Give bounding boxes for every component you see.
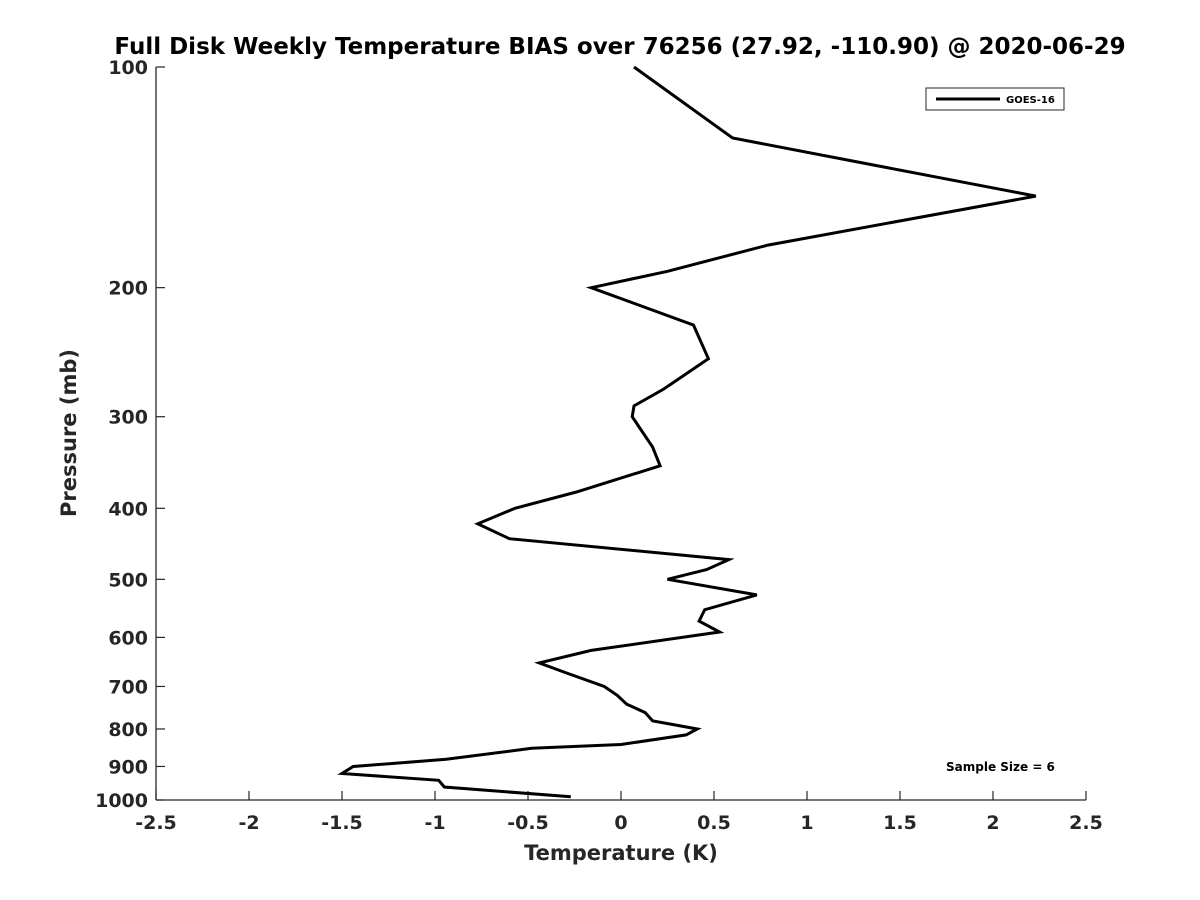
x-ticks: -2.5 -2 -1.5 -1 -0.5 0 0.5 1 1.5 2 2.5 bbox=[135, 791, 1103, 834]
y-tick-label: 400 bbox=[108, 498, 148, 520]
y-axis-title: Pressure (mb) bbox=[57, 349, 81, 517]
x-tick-label: -1.5 bbox=[321, 812, 363, 834]
y-tick-label: 100 bbox=[108, 57, 148, 79]
y-tick-label: 900 bbox=[108, 756, 148, 778]
x-tick-label: 0 bbox=[614, 812, 627, 834]
x-tick-label: -2.5 bbox=[135, 812, 177, 834]
y-ticks: 100 200 300 400 500 600 700 800 900 1000 bbox=[95, 57, 165, 812]
x-axis-title: Temperature (K) bbox=[524, 841, 718, 865]
chart-title: Full Disk Weekly Temperature BIAS over 7… bbox=[114, 34, 1125, 60]
y-tick-label: 800 bbox=[108, 719, 148, 741]
x-tick-label: -0.5 bbox=[507, 812, 549, 834]
series-group bbox=[337, 65, 1037, 799]
x-tick-label: 0.5 bbox=[697, 812, 731, 834]
series-line-goes-16 bbox=[337, 65, 1037, 799]
x-tick-label: 2.5 bbox=[1069, 812, 1103, 834]
sample-size-annotation: Sample Size = 6 bbox=[946, 760, 1055, 774]
x-tick-label: 1.5 bbox=[883, 812, 917, 834]
y-tick-label: 200 bbox=[108, 278, 148, 300]
y-tick-label: 700 bbox=[108, 676, 148, 698]
x-tick-label: -1 bbox=[424, 812, 445, 834]
legend: GOES-16 bbox=[925, 87, 1065, 111]
y-tick-label: 600 bbox=[108, 627, 148, 649]
x-tick-label: 2 bbox=[986, 812, 999, 834]
x-tick-label: -2 bbox=[238, 812, 259, 834]
y-tick-label: 1000 bbox=[95, 790, 148, 812]
x-tick-label: 1 bbox=[800, 812, 813, 834]
y-tick-label: 500 bbox=[108, 569, 148, 591]
legend-label-goes-16: GOES-16 bbox=[1006, 95, 1055, 106]
y-tick-label: 300 bbox=[108, 407, 148, 429]
